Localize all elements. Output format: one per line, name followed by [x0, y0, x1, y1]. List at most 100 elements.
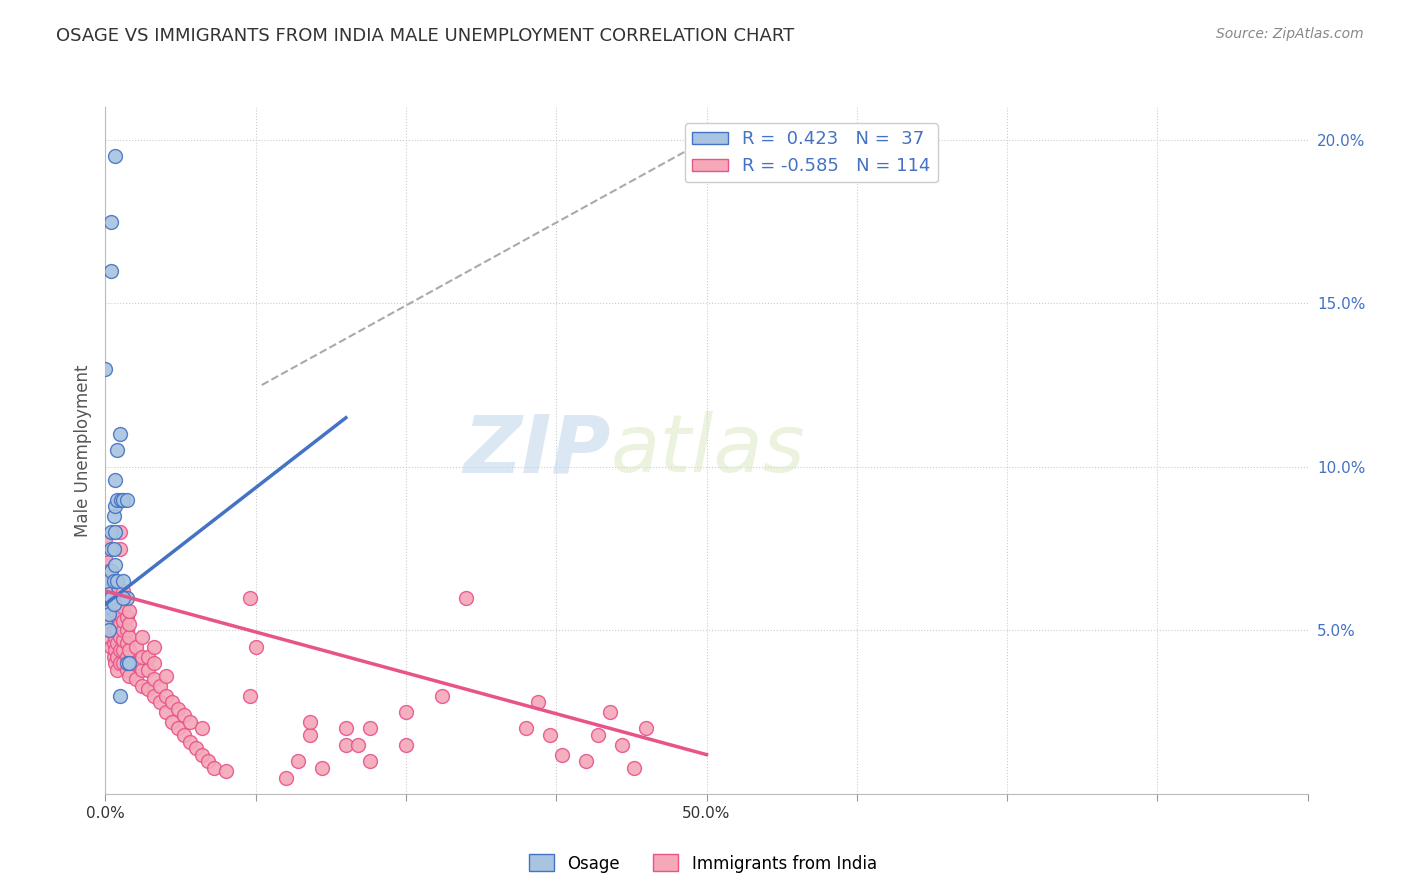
Point	[107, 663, 129, 677]
Point	[112, 614, 135, 628]
Point	[298, 728, 321, 742]
Text: OSAGE VS IMMIGRANTS FROM INDIA MALE UNEMPLOYMENT CORRELATION CHART: OSAGE VS IMMIGRANTS FROM INDIA MALE UNEM…	[56, 27, 794, 45]
Point	[311, 761, 333, 775]
Point	[98, 591, 121, 605]
Point	[104, 597, 127, 611]
Point	[274, 771, 297, 785]
Point	[94, 565, 117, 579]
Point	[107, 443, 129, 458]
Point	[136, 663, 159, 677]
Point	[103, 624, 125, 638]
Point	[239, 689, 262, 703]
Point	[239, 591, 262, 605]
Point	[214, 764, 236, 778]
Point	[173, 728, 195, 742]
Point	[115, 492, 138, 507]
Point	[118, 604, 141, 618]
Point	[108, 427, 131, 442]
Point	[124, 656, 146, 670]
Point	[100, 591, 122, 605]
Point	[112, 492, 135, 507]
Point	[104, 473, 127, 487]
Point	[115, 624, 138, 638]
Point	[118, 656, 141, 670]
Point	[104, 620, 127, 634]
Point	[104, 525, 127, 540]
Point	[190, 722, 212, 736]
Point	[100, 607, 122, 621]
Point	[98, 584, 121, 599]
Point	[160, 695, 183, 709]
Text: ZIP: ZIP	[463, 411, 610, 490]
Point	[112, 633, 135, 648]
Point	[103, 604, 125, 618]
Point	[98, 597, 121, 611]
Point	[94, 541, 117, 556]
Point	[94, 551, 117, 566]
Point	[335, 738, 357, 752]
Point	[551, 747, 574, 762]
Point	[107, 614, 129, 628]
Point	[94, 607, 117, 621]
Point	[94, 574, 117, 589]
Point	[148, 695, 170, 709]
Point	[107, 624, 129, 638]
Point	[112, 591, 135, 605]
Point	[298, 714, 321, 729]
Point	[104, 656, 127, 670]
Point	[100, 565, 122, 579]
Point	[112, 656, 135, 670]
Point	[115, 656, 138, 670]
Point	[100, 214, 122, 228]
Point	[94, 574, 117, 589]
Point	[108, 541, 131, 556]
Point	[190, 747, 212, 762]
Point	[166, 702, 188, 716]
Point	[395, 738, 418, 752]
Point	[131, 649, 153, 664]
Point	[538, 728, 561, 742]
Text: atlas: atlas	[610, 411, 806, 490]
Point	[103, 649, 125, 664]
Point	[103, 591, 125, 605]
Point	[131, 630, 153, 644]
Point	[104, 149, 127, 163]
Point	[100, 591, 122, 605]
Point	[575, 754, 598, 768]
Point	[155, 689, 177, 703]
Text: Source: ZipAtlas.com: Source: ZipAtlas.com	[1216, 27, 1364, 41]
Legend: Osage, Immigrants from India: Osage, Immigrants from India	[523, 847, 883, 880]
Point	[599, 705, 621, 719]
Point	[94, 614, 117, 628]
Point	[98, 574, 121, 589]
Point	[104, 499, 127, 513]
Point	[103, 541, 125, 556]
Point	[98, 607, 121, 621]
Point	[430, 689, 453, 703]
Point	[94, 591, 117, 605]
Point	[612, 738, 634, 752]
Point	[103, 574, 125, 589]
Point	[118, 616, 141, 631]
Point	[588, 728, 610, 742]
Point	[359, 754, 381, 768]
Point	[112, 600, 135, 615]
Point	[131, 679, 153, 693]
Point	[131, 663, 153, 677]
Point	[94, 584, 117, 599]
Point	[104, 643, 127, 657]
Point	[515, 722, 537, 736]
Point	[148, 679, 170, 693]
Point	[107, 574, 129, 589]
Point	[124, 673, 146, 687]
Point	[115, 591, 138, 605]
Point	[98, 630, 121, 644]
Point	[98, 624, 121, 638]
Point	[100, 624, 122, 638]
Point	[173, 708, 195, 723]
Point	[179, 714, 201, 729]
Point	[527, 695, 550, 709]
Point	[100, 597, 122, 611]
Point	[100, 614, 122, 628]
Point	[98, 607, 121, 621]
